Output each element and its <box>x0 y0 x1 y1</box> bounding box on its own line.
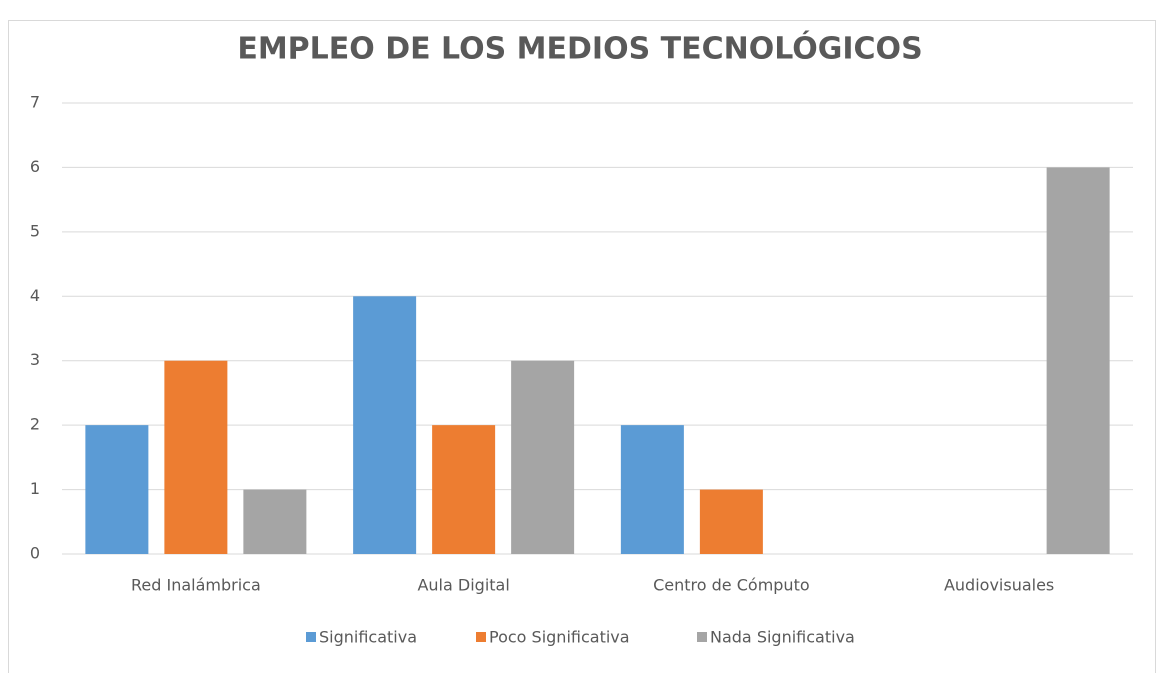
y-tick-label: 5 <box>30 221 40 240</box>
x-tick-label: Centro de Cómputo <box>653 576 810 595</box>
legend-label: Significativa <box>319 628 417 647</box>
legend-label: Poco Significativa <box>489 628 630 647</box>
x-tick-label: Aula Digital <box>417 576 509 595</box>
legend-swatch <box>476 632 486 642</box>
bar <box>620 425 684 554</box>
y-tick-label: 7 <box>30 93 40 112</box>
bar <box>1046 167 1110 554</box>
bar <box>85 425 149 554</box>
bar <box>432 425 496 554</box>
y-tick-label: 1 <box>30 479 40 498</box>
chart-frame <box>8 20 1156 673</box>
y-tick-label: 6 <box>30 157 40 176</box>
bar <box>699 489 763 554</box>
chart-title: EMPLEO DE LOS MEDIOS TECNOLÓGICOS <box>237 30 922 67</box>
x-tick-label: Audiovisuales <box>944 576 1054 595</box>
y-tick-label: 4 <box>30 286 40 305</box>
legend-swatch <box>697 632 707 642</box>
bar <box>243 489 307 554</box>
bar <box>164 360 228 554</box>
y-tick-label: 2 <box>30 415 40 434</box>
y-tick-label: 3 <box>30 350 40 369</box>
y-tick-label: 0 <box>30 544 40 563</box>
bar <box>511 360 575 554</box>
legend-swatch <box>306 632 316 642</box>
bar <box>353 296 417 554</box>
legend-label: Nada Significativa <box>710 628 855 647</box>
x-tick-label: Red Inalámbrica <box>131 576 261 595</box>
